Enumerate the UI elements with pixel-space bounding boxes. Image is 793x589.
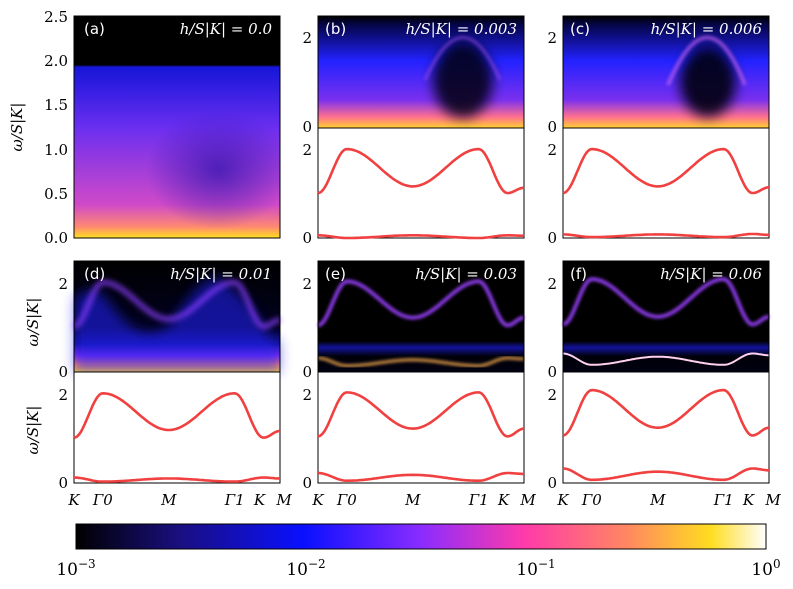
panel-e-heat-band xyxy=(317,279,525,328)
panel-f: (f) h/S|K| = 0.06 0 2 0 2 xyxy=(547,260,770,492)
ytick-label: 2 xyxy=(302,141,312,159)
x-tick-label: Γ1 xyxy=(224,491,245,509)
panel-a-label: (a) xyxy=(84,20,105,38)
panel-b: (b) h/S|K| = 0.003 0 2 0 2 xyxy=(302,15,525,247)
panel-b-label: (b) xyxy=(325,20,346,38)
panel-e-heat-low xyxy=(317,356,524,367)
ytick-label: 0 xyxy=(302,118,312,136)
panel-b-upper-band xyxy=(317,147,525,195)
x-tick-label: K xyxy=(253,491,266,509)
panel-b-dispersion xyxy=(317,127,525,239)
panel-d: (d) h/S|K| = 0.01 0 2 0 2 ω/S|K| ω/S|K| xyxy=(24,260,281,492)
colorbar: 10−3 10−2 10−1 100 xyxy=(56,523,781,580)
ytick-label: 2.0 xyxy=(44,52,68,70)
ytick-label: 2 xyxy=(547,141,557,159)
panel-e-lower-band xyxy=(317,471,524,482)
x-tick-label: M xyxy=(764,491,781,509)
panel-f-h-value: h/S|K| = 0.06 xyxy=(660,265,762,283)
x-tick-label: M xyxy=(519,491,536,509)
panel-e: (e) h/S|K| = 0.03 0 2 0 2 xyxy=(302,260,525,492)
panel-c-dispersion xyxy=(562,127,770,239)
colorbar-tick-label: 10−2 xyxy=(286,557,325,580)
colorbar-tick-label: 10−1 xyxy=(516,557,555,580)
colorbar-gradient xyxy=(75,523,767,550)
ytick-label: 0 xyxy=(547,474,557,492)
y-axis-label-heat-d: ω/S|K| xyxy=(24,298,42,347)
ytick-label: 2 xyxy=(302,275,312,293)
colorbar-tick-label: 10−3 xyxy=(56,557,95,580)
ytick-label: 1.0 xyxy=(44,141,68,159)
x-tick-label: K xyxy=(311,491,324,509)
panel-b-lower-band xyxy=(318,234,525,240)
ytick-label: 0 xyxy=(58,363,68,381)
panel-d-heat-band xyxy=(73,280,281,329)
ytick-label: 0.5 xyxy=(44,185,68,203)
panel-d-lower-band xyxy=(74,476,281,483)
ytick-label: 0 xyxy=(302,229,312,247)
ytick-label: 0 xyxy=(547,118,557,136)
x-tick-label: M xyxy=(275,491,292,509)
panel-e-upper-band xyxy=(317,391,525,438)
panel-a-yticks: 0.0 0.5 1.0 1.5 2.0 2.5 xyxy=(44,8,68,247)
ytick-label: 2 xyxy=(302,386,312,404)
x-tick-label: K xyxy=(556,491,569,509)
x-tick-labels: K Γ0 M Γ1 K M K Γ0 M Γ1 K M K Γ0 M Γ1 K M xyxy=(67,491,781,509)
x-tick-label: Γ1 xyxy=(713,491,734,509)
x-tick-label: M xyxy=(649,491,666,509)
x-tick-label: Γ0 xyxy=(581,491,602,509)
panel-b-h-value: h/S|K| = 0.003 xyxy=(406,20,517,38)
panel-c: (c) h/S|K| = 0.006 0 2 0 2 xyxy=(547,15,770,247)
panel-c-label: (c) xyxy=(570,20,590,38)
ytick-label: 0 xyxy=(547,229,557,247)
x-tick-label: K xyxy=(67,491,80,509)
ytick-label: 2 xyxy=(58,386,68,404)
ytick-label: 2 xyxy=(547,29,557,47)
ytick-label: 0 xyxy=(547,363,557,381)
x-tick-label: Γ1 xyxy=(468,491,489,509)
x-tick-label: K xyxy=(742,491,755,509)
panel-a: (a) h/S|K| = 0.0 ω/S|K| 0.0 0.5 1.0 1.5 … xyxy=(8,8,281,247)
ytick-label: 2 xyxy=(302,29,312,47)
panel-d-upper-band xyxy=(73,391,281,439)
y-axis-label-top: ω/S|K| xyxy=(8,103,26,152)
panel-f-lower-band xyxy=(562,467,769,482)
panel-c-upper-band xyxy=(562,147,770,195)
panel-f-heat-band xyxy=(562,277,770,327)
ytick-label: 1.5 xyxy=(44,96,68,114)
panel-a-h-value: h/S|K| = 0.0 xyxy=(180,20,273,38)
panel-a-heatmap-shade xyxy=(74,66,280,238)
x-tick-label: K xyxy=(497,491,510,509)
panel-c-lower-band xyxy=(563,232,770,239)
x-tick-label: Γ0 xyxy=(336,491,357,509)
x-tick-label: M xyxy=(404,491,421,509)
ytick-label: 2 xyxy=(58,275,68,293)
ytick-label: 0 xyxy=(58,474,68,492)
panel-d-label: (d) xyxy=(84,265,105,283)
panel-e-label: (e) xyxy=(325,265,346,283)
panel-e-h-value: h/S|K| = 0.03 xyxy=(415,265,517,283)
panel-c-h-value: h/S|K| = 0.006 xyxy=(651,20,763,38)
x-tick-label: Γ0 xyxy=(92,491,113,509)
panel-f-upper-band xyxy=(562,388,770,437)
colorbar-tick-label: 100 xyxy=(751,557,780,580)
ytick-label: 2.5 xyxy=(44,8,68,26)
ytick-label: 0 xyxy=(302,474,312,492)
ytick-label: 2 xyxy=(547,386,557,404)
x-tick-label: M xyxy=(160,491,177,509)
ytick-label: 2 xyxy=(547,275,557,293)
panel-d-h-value: h/S|K| = 0.01 xyxy=(170,265,272,283)
panel-f-heat-low xyxy=(562,352,769,366)
panel-f-label: (f) xyxy=(570,265,587,283)
ytick-label: 0 xyxy=(302,363,312,381)
y-axis-label-disp-d: ω/S|K| xyxy=(24,406,42,455)
ytick-label: 0.0 xyxy=(44,229,68,247)
